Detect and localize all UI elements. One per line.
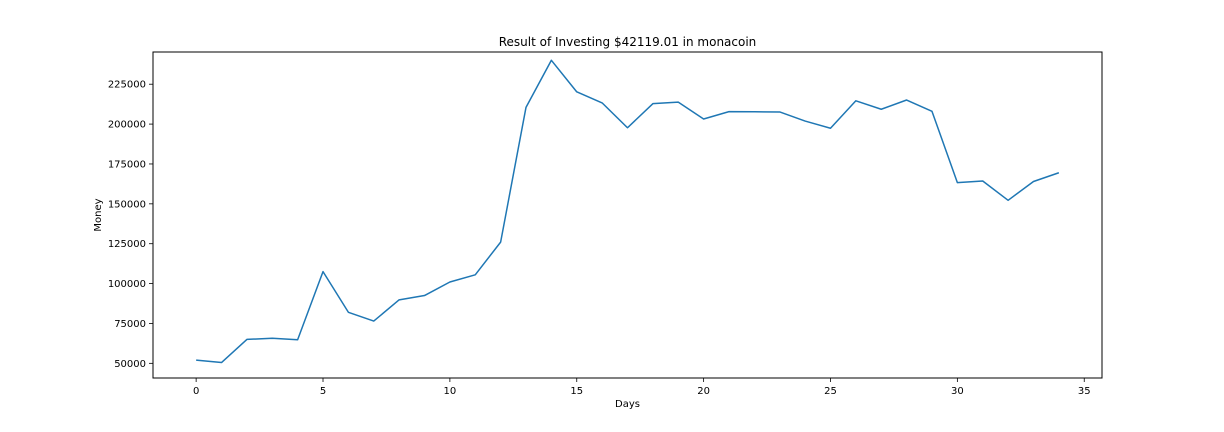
y-tick-label: 150000 xyxy=(108,199,146,210)
y-tick-label: 225000 xyxy=(108,80,146,91)
y-tick-label: 125000 xyxy=(108,239,146,250)
y-tick-label: 100000 xyxy=(108,279,146,290)
x-tick-label: 5 xyxy=(320,386,326,397)
x-axis-label: Days xyxy=(615,399,640,410)
x-tick-label: 30 xyxy=(951,386,964,397)
y-tick-label: 75000 xyxy=(114,319,146,330)
x-tick-label: 35 xyxy=(1078,386,1091,397)
chart-title: Result of Investing $42119.01 in monacoi… xyxy=(499,35,757,49)
plot-area-frame xyxy=(152,51,1103,379)
x-tick-label: 0 xyxy=(193,386,199,397)
y-axis-label: Money xyxy=(93,198,104,231)
y-tick-label: 200000 xyxy=(108,120,146,131)
x-tick-label: 15 xyxy=(570,386,583,397)
x-tick-label: 20 xyxy=(697,386,710,397)
series-line xyxy=(196,59,1060,364)
x-axis-ticks: 0 5 10 15 20 25 30 35 xyxy=(193,378,1091,397)
y-tick-label: 175000 xyxy=(108,159,146,170)
y-tick-label: 50000 xyxy=(114,359,146,370)
y-axis-ticks: 50000 75000 100000 125000 150000 175000 200000… xyxy=(108,80,153,370)
x-tick-label: 10 xyxy=(444,386,457,397)
x-tick-label: 25 xyxy=(824,386,837,397)
